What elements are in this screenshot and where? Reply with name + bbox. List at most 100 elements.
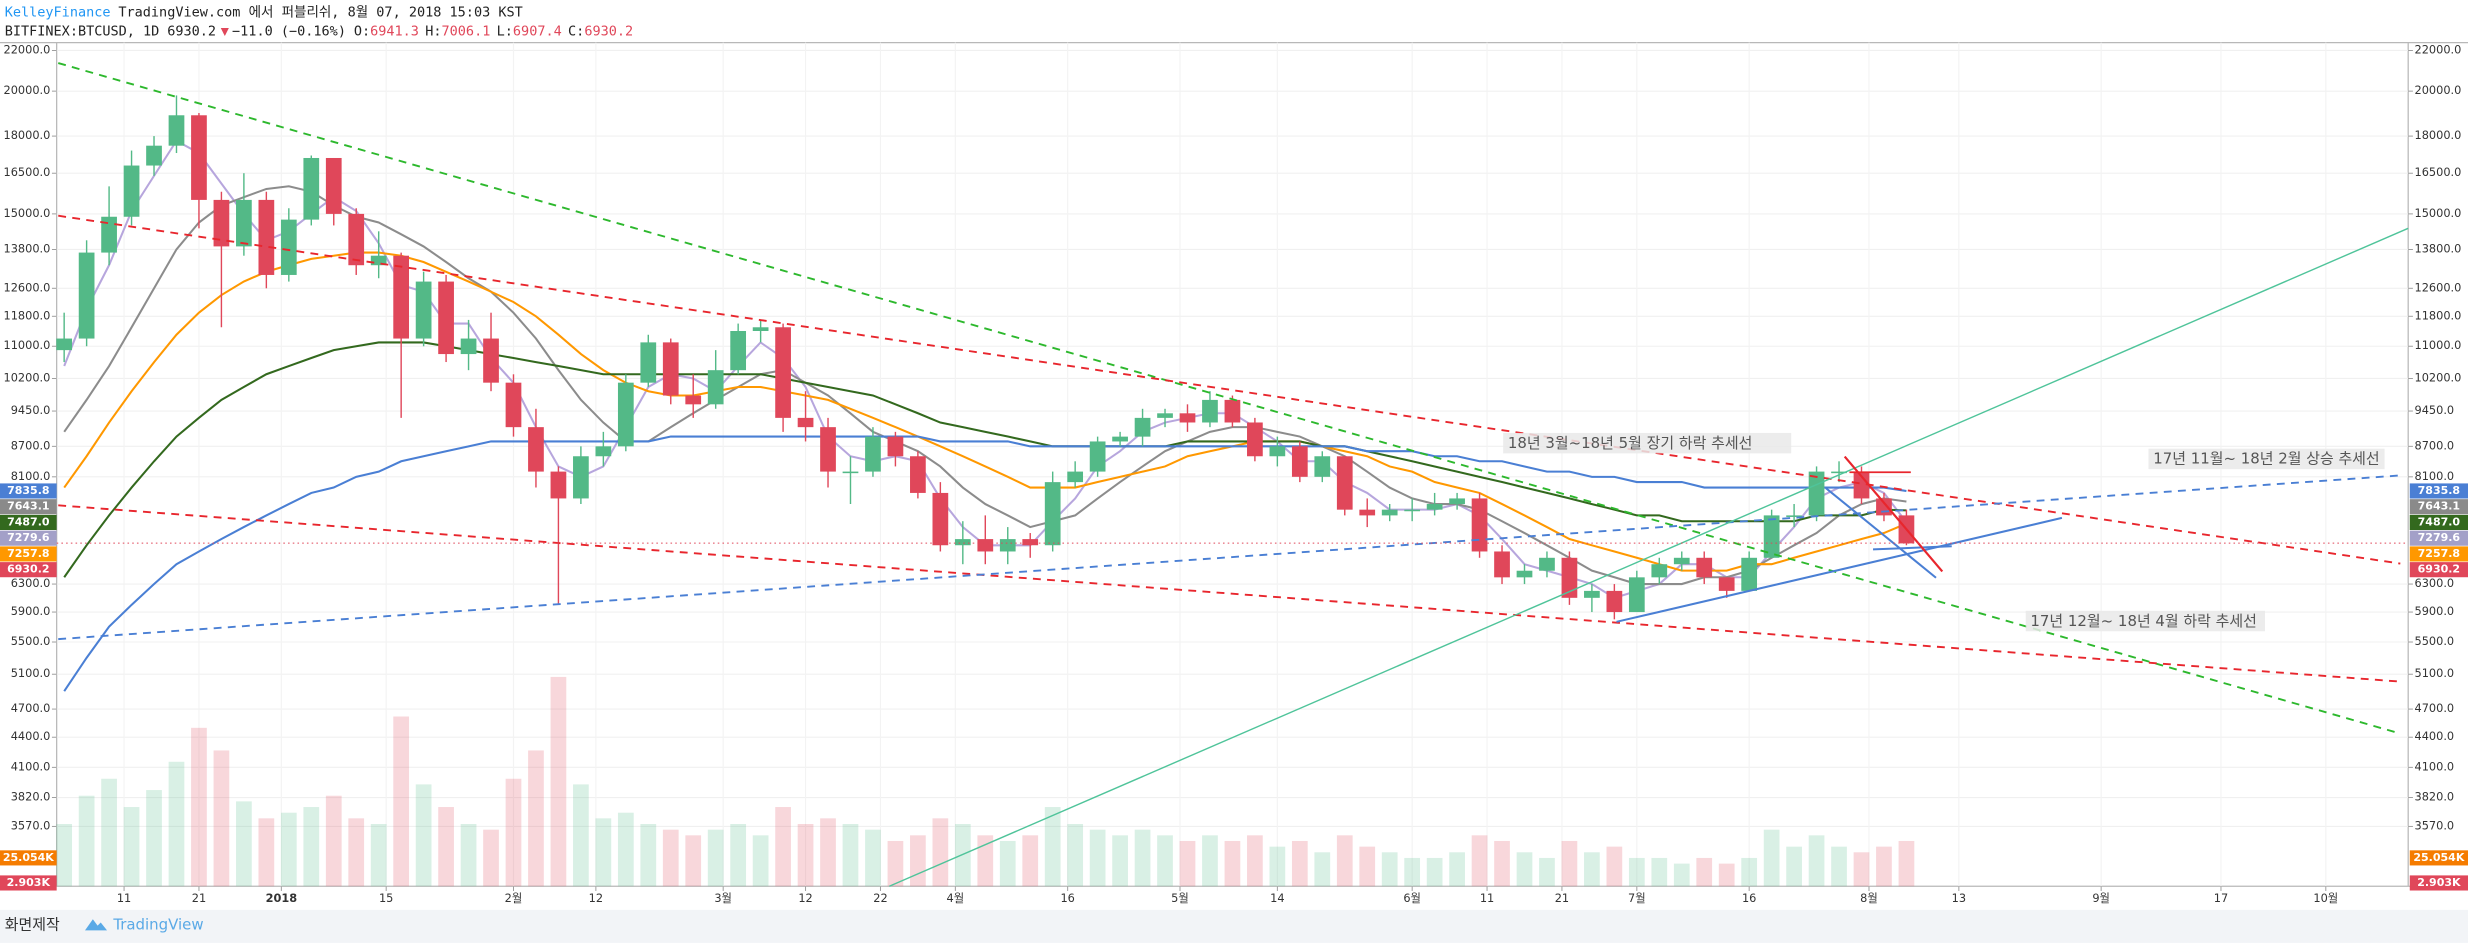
y-tick-label: 11800.0: [2414, 308, 2461, 322]
y-tick-label: 5500.0: [2414, 634, 2454, 648]
candle-body: [1606, 590, 1623, 613]
candle-body: [1336, 456, 1353, 510]
candle-body: [932, 492, 949, 546]
volume-bar: [1247, 835, 1263, 887]
candle-body: [1291, 446, 1308, 477]
y-tick-label: 11000.0: [4, 338, 51, 352]
x-tick-label: 11: [117, 891, 131, 905]
y-tick-label: 5900.0: [11, 604, 51, 618]
candle-body: [1112, 436, 1128, 442]
volume-bar: [932, 818, 949, 887]
candle-body: [146, 145, 162, 166]
price-tag-label: 7835.8: [7, 484, 49, 497]
price-tag-label: 7643.1: [7, 500, 49, 513]
y-tick-label: 5100.0: [2414, 666, 2454, 680]
annotation-box: [1503, 432, 1792, 454]
volume-bar: [1718, 863, 1735, 887]
candle-body: [1876, 498, 1892, 516]
candle-body: [662, 342, 679, 396]
x-tick-label: 6월: [1403, 891, 1421, 905]
candle-body: [258, 199, 275, 275]
x-tick-label: 7월: [1628, 891, 1646, 905]
volume-bar: [977, 835, 994, 887]
candle-body: [707, 370, 724, 405]
candle-body: [1314, 456, 1331, 477]
volume-bar: [550, 676, 567, 887]
volume-bar: [1673, 863, 1690, 887]
candle-body: [999, 539, 1016, 552]
candle-body: [595, 446, 612, 457]
ohlc-key: L:: [497, 24, 513, 40]
candle-body: [887, 436, 904, 457]
volume-bar: [1336, 835, 1353, 887]
price-tag-label: 25.054K: [3, 851, 54, 864]
y-tick-label: 3570.0: [2414, 818, 2454, 832]
publisher: KelleyFinance: [5, 5, 111, 21]
candle-body: [505, 382, 522, 428]
candle-body: [977, 539, 994, 552]
volume-bar: [595, 818, 612, 887]
price-tag: [0, 546, 57, 562]
y-tick-label: 20000.0: [4, 83, 51, 97]
trendline: [889, 227, 2409, 887]
volume-bar: [191, 727, 207, 887]
ohlc-value: 6930.2: [584, 24, 633, 40]
y-tick-label: 16500.0: [4, 165, 51, 179]
candle-body: [1516, 570, 1533, 578]
price-tag-label: 7835.8: [2418, 484, 2460, 497]
y-tick-label: 12600.0: [4, 280, 51, 294]
x-tick-label: 9월: [2092, 891, 2110, 905]
candle-body: [1494, 551, 1510, 578]
y-tick-label: 8100.0: [11, 469, 51, 483]
candle-body: [1359, 509, 1376, 516]
y-tick-label: 9450.0: [11, 403, 51, 417]
volume-bar: [1426, 857, 1443, 887]
candle-body: [370, 255, 387, 266]
volume-bar: [707, 829, 724, 887]
y-tick-label: 11800.0: [4, 308, 51, 322]
volume-bar: [370, 824, 387, 887]
y-tick-label: 5900.0: [2414, 604, 2454, 618]
frame: [0, 41, 2468, 887]
y-tick-label: 8100.0: [2414, 469, 2454, 483]
footer-brand[interactable]: TradingView: [112, 916, 203, 934]
volume-bar: [842, 824, 859, 887]
candle-body: [1471, 498, 1488, 552]
candle-body: [191, 115, 207, 200]
volume-bar: [1202, 835, 1218, 887]
price-tag-label: 7257.8: [7, 547, 49, 560]
candle-body: [1449, 498, 1465, 505]
candle-body: [1853, 471, 1870, 499]
volume-bar: [1381, 852, 1398, 887]
candle-body: [1247, 422, 1263, 457]
x-tick-label: 15: [379, 891, 393, 905]
annotation-box: [2148, 448, 2385, 470]
price-tag-label: 6930.2: [2418, 563, 2460, 576]
candle-body: [640, 342, 657, 383]
price-tag: [2409, 483, 2468, 499]
y-tick-label: 3820.0: [2414, 790, 2454, 804]
y-tick-label: 4700.0: [11, 701, 51, 715]
y-tick-label: 16500.0: [2414, 165, 2461, 179]
ohlc-value: 6907.4: [513, 24, 562, 40]
price-tag-label: 7487.0: [2418, 515, 2461, 528]
price-tag-label: 25.054K: [2413, 851, 2464, 864]
volume-bar: [1269, 846, 1286, 887]
volume-bar: [1561, 840, 1578, 887]
axes: 22000.0 22000.0 20000.0 20000.0 18000.0 18000…: [0, 42, 2468, 905]
volume-bar: [236, 801, 252, 887]
moving-average: [63, 341, 1907, 578]
candle-body: [1628, 577, 1645, 613]
candle-body: [325, 157, 342, 214]
price-tag-label: 7643.1: [2418, 500, 2460, 513]
y-tick-label: 5100.0: [11, 666, 51, 680]
x-tick-label: 4월: [947, 891, 965, 905]
y-tick-label: 13800.0: [2414, 241, 2461, 255]
volume-bar: [1044, 807, 1061, 887]
y-tick-label: 12600.0: [2414, 280, 2461, 294]
volume-bar: [415, 784, 432, 887]
volume-bar: [573, 784, 589, 887]
ohlc-key: C:: [568, 24, 584, 40]
y-tick-label: 6300.0: [11, 576, 51, 590]
